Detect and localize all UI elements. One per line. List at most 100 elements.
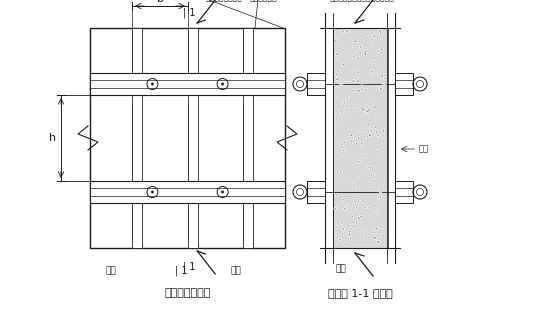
Point	[367, 173, 376, 178]
Point	[355, 216, 364, 221]
Point	[370, 109, 379, 114]
Point	[353, 142, 362, 147]
Point	[352, 205, 361, 210]
Point	[357, 144, 366, 149]
Point	[379, 82, 388, 87]
Point	[358, 243, 367, 248]
Point	[357, 83, 366, 88]
Point	[345, 151, 354, 156]
Point	[358, 105, 367, 110]
Point	[343, 91, 352, 96]
Text: | 1: | 1	[183, 8, 195, 18]
Point	[347, 132, 356, 137]
Point	[373, 113, 382, 118]
Point	[340, 140, 349, 145]
Point	[360, 137, 368, 142]
Point	[346, 236, 355, 241]
Point	[357, 214, 366, 219]
Point	[356, 50, 365, 55]
Point	[343, 96, 352, 101]
Point	[379, 228, 388, 233]
Point	[338, 66, 347, 71]
Point	[348, 79, 357, 84]
Point	[358, 119, 367, 124]
Point	[354, 89, 363, 94]
Point	[371, 105, 380, 110]
Point	[354, 159, 363, 164]
Point	[334, 51, 343, 56]
Bar	[188, 28, 198, 248]
Text: h: h	[49, 133, 57, 143]
Point	[370, 92, 379, 97]
Point	[376, 31, 385, 36]
Point	[347, 133, 356, 138]
Point	[339, 122, 348, 127]
Point	[377, 47, 386, 52]
Point	[364, 165, 373, 170]
Point	[374, 187, 382, 193]
Point	[359, 80, 368, 85]
Point	[355, 216, 364, 221]
Point	[345, 231, 354, 236]
Point	[371, 236, 380, 241]
Point	[349, 66, 358, 71]
Point	[359, 80, 368, 85]
Point	[358, 107, 367, 112]
Point	[368, 240, 377, 245]
Point	[348, 214, 357, 219]
Point	[357, 234, 366, 239]
Point	[367, 128, 376, 133]
Point	[346, 138, 355, 143]
Point	[352, 50, 361, 55]
Point	[361, 52, 370, 57]
Point	[352, 39, 361, 44]
Point	[366, 133, 375, 138]
Point	[353, 88, 362, 93]
Point	[354, 128, 363, 134]
Point	[332, 71, 341, 77]
Point	[338, 154, 347, 159]
Point	[347, 223, 356, 228]
Point	[340, 100, 349, 106]
Point	[348, 214, 357, 219]
Point	[364, 122, 373, 127]
Point	[354, 78, 363, 83]
Point	[335, 223, 344, 228]
Point	[347, 44, 356, 50]
Point	[358, 228, 367, 233]
Point	[370, 33, 379, 39]
Bar	[333, 28, 388, 248]
Point	[369, 34, 378, 39]
Point	[379, 61, 388, 66]
Point	[349, 78, 358, 83]
Text: b: b	[156, 0, 164, 4]
Point	[350, 136, 359, 141]
Point	[337, 145, 346, 150]
Point	[367, 130, 376, 136]
Point	[371, 104, 380, 109]
Text: 墙模板正立面图: 墙模板正立面图	[164, 288, 211, 298]
Point	[378, 76, 387, 81]
Point	[334, 221, 343, 226]
Bar	[90, 181, 285, 203]
Point	[344, 53, 353, 58]
Point	[356, 208, 365, 213]
Point	[352, 50, 361, 55]
Point	[361, 51, 370, 56]
Point	[370, 109, 379, 114]
Point	[338, 97, 347, 102]
Point	[368, 71, 377, 77]
Point	[356, 185, 365, 191]
Point	[362, 109, 371, 114]
Point	[367, 130, 376, 136]
Point	[348, 79, 357, 84]
Point	[374, 49, 382, 54]
Point	[374, 146, 382, 151]
Point	[375, 223, 384, 229]
Point	[365, 132, 374, 137]
Point	[377, 102, 386, 107]
Point	[360, 132, 369, 137]
Point	[368, 43, 377, 49]
Point	[354, 70, 363, 75]
Point	[336, 109, 345, 115]
